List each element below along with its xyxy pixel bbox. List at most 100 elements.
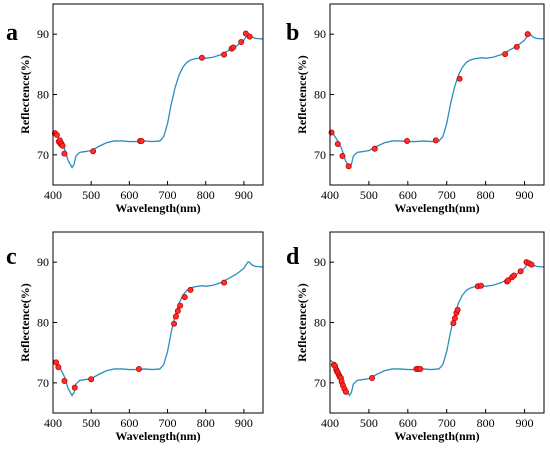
panel-label: d [286,244,300,270]
selected-point [198,54,205,61]
selected-point [371,145,378,152]
selected-point [135,365,142,372]
selected-point [71,384,78,391]
x-tick-label: 500 [82,188,100,202]
selected-point [454,306,461,313]
selected-point [171,320,178,327]
panel-label: b [286,20,299,46]
spectrum-line [52,261,264,397]
selected-point [517,268,524,275]
x-axis-label: Wavelength(nm) [115,429,200,443]
selected-point [524,31,531,38]
x-tick-label: 900 [516,416,534,430]
x-tick-label: 400 [44,188,62,202]
selected-point [238,39,245,46]
y-axis-label: Reflectence(%) [18,55,32,134]
selected-point [369,375,376,382]
selected-point [505,277,512,284]
x-tick-label: 500 [82,416,100,430]
selected-point [90,148,97,155]
x-tick-label: 800 [197,188,215,202]
selected-point [174,308,181,315]
x-tick-label: 800 [197,416,215,430]
selected-point [61,378,68,385]
selected-point [61,150,68,157]
selected-point [187,286,194,293]
selected-point [221,51,228,58]
plot-frame [329,231,545,414]
chart-panel-a: 400 500 600 700 800 900 70 80 90 Wavelength(nm) Re… [6,3,264,215]
y-tick-label: 90 [314,27,326,41]
selected-point [513,43,520,50]
selected-point [138,137,145,144]
selected-point [53,359,60,366]
x-axis-label: Wavelength(nm) [394,201,479,215]
y-tick-label: 80 [314,316,326,330]
panel-label: c [6,244,17,270]
chart-panel-c: 400 500 600 700 800 900 70 80 90 Wavelength(nm) Re… [6,231,264,443]
selected-point [339,153,346,160]
selected-point [55,364,62,371]
y-tick-label: 80 [37,88,49,102]
x-tick-label: 600 [120,416,138,430]
x-tick-label: 700 [438,188,456,202]
x-tick-label: 400 [44,416,62,430]
y-tick-label: 90 [37,27,49,41]
plot-frame [329,3,545,186]
x-tick-label: 900 [516,188,534,202]
spectrum-line [329,33,545,169]
x-tick-label: 900 [235,188,253,202]
x-tick-label: 500 [360,188,378,202]
selected-point [342,388,349,395]
selected-point [59,142,66,149]
x-tick-label: 600 [399,416,417,430]
y-axis-label: Reflectence(%) [295,55,309,134]
selected-point [334,140,341,147]
x-tick-label: 700 [159,416,177,430]
x-tick-label: 600 [120,188,138,202]
x-axis-label: Wavelength(nm) [394,429,479,443]
selected-point [451,315,458,322]
selected-point [528,261,535,268]
selected-point [502,51,509,58]
plot-frame [52,231,264,414]
x-tick-label: 700 [159,188,177,202]
selected-point [177,302,184,309]
selected-point [404,137,411,144]
spectrum-line [52,33,264,169]
y-axis-label: Reflectence(%) [18,283,32,362]
selected-point [450,320,457,327]
y-tick-label: 70 [37,148,49,162]
panel-label: a [6,20,18,46]
x-tick-label: 800 [477,416,495,430]
y-tick-label: 70 [314,376,326,390]
y-tick-label: 90 [314,255,326,269]
x-tick-label: 600 [399,188,417,202]
y-tick-label: 80 [37,316,49,330]
selected-point [53,131,60,138]
plot-frame [52,3,264,186]
y-tick-label: 90 [37,255,49,269]
selected-point [221,279,228,286]
spectrum-line [329,261,545,397]
selected-point [246,33,253,40]
y-tick-label: 70 [37,376,49,390]
selected-point [88,376,95,383]
chart-panel-d: 400 500 600 700 800 900 70 80 90 Wavelength(nm) Re… [286,231,545,443]
x-tick-label: 700 [438,416,456,430]
x-axis-label: Wavelength(nm) [115,201,200,215]
selected-point [456,75,463,82]
x-tick-label: 400 [321,188,339,202]
selected-point [477,282,484,289]
x-tick-label: 400 [321,416,339,430]
selected-point [181,294,188,301]
x-tick-label: 900 [235,416,253,430]
y-tick-label: 70 [314,148,326,162]
selected-point [417,365,424,372]
selected-point [345,163,352,170]
selected-point [242,30,249,37]
y-axis-label: Reflectence(%) [295,283,309,362]
x-tick-label: 500 [360,416,378,430]
y-tick-label: 80 [314,88,326,102]
